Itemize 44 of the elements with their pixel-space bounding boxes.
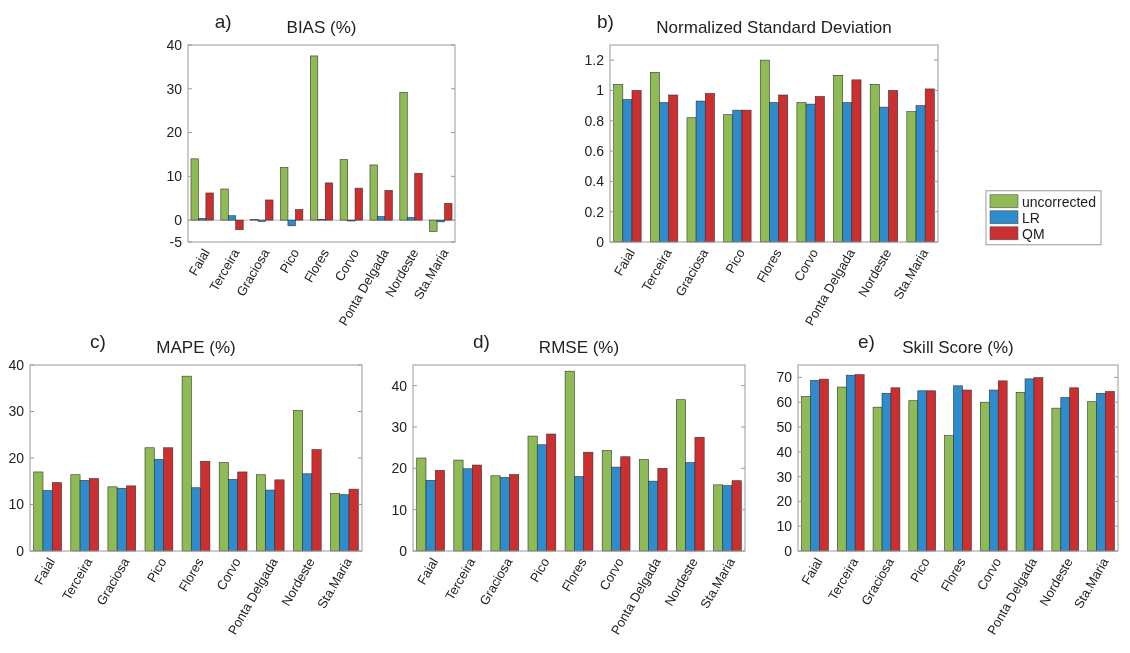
y-tick-label: 0 [174, 212, 183, 229]
y-tick-label: 20 [776, 493, 793, 510]
y-tick-label: 30 [166, 80, 183, 97]
y-tick-label: 0 [784, 542, 793, 559]
y-tick-label: 0.6 [584, 142, 605, 159]
y-tick-label: 50 [776, 418, 793, 435]
y-tick-label: -5 [169, 233, 183, 250]
y-tick-label: 30 [8, 403, 25, 420]
y-tick-label: 70 [776, 369, 793, 386]
y-tick-label: 60 [776, 394, 793, 411]
y-tick-label: 1 [596, 82, 605, 99]
chart-title: RMSE (%) [538, 338, 620, 357]
chart-title: MAPE (%) [156, 338, 236, 357]
y-tick-label: 10 [776, 518, 793, 535]
y-tick-label: 40 [776, 443, 793, 460]
text: d) [473, 331, 490, 352]
text: e) [858, 331, 875, 352]
y-tick-label: 40 [8, 356, 25, 373]
text: c) [90, 331, 106, 352]
chart-title: BIAS (%) [286, 18, 357, 37]
y-tick-label: 20 [166, 124, 183, 141]
y-tick-label: 0 [596, 233, 605, 250]
y-tick-label: 20 [8, 449, 25, 466]
y-tick-label: 10 [166, 168, 183, 185]
legend-label: uncorrected [1022, 193, 1096, 210]
y-tick-label: 10 [8, 496, 25, 513]
y-tick-label: 0 [16, 542, 25, 559]
chart-title: Normalized Standard Deviation [656, 18, 892, 37]
chart-title: Skill Score (%) [902, 338, 1014, 357]
legend-label: LR [1022, 209, 1040, 226]
y-tick-label: 20 [391, 460, 408, 477]
y-tick-label: 0.8 [584, 112, 605, 129]
legend-label: QM [1022, 225, 1045, 242]
y-tick-label: 30 [776, 468, 793, 485]
y-tick-label: 0.4 [584, 173, 605, 190]
text: a) [214, 11, 232, 32]
y-tick-label: 0 [399, 542, 408, 559]
y-tick-label: 40 [166, 36, 183, 53]
y-tick-label: 1.2 [584, 52, 605, 69]
y-tick-label: 40 [391, 377, 408, 394]
y-tick-label: 30 [391, 418, 408, 435]
text: b) [596, 11, 614, 32]
y-tick-label: 0.2 [584, 203, 605, 220]
y-tick-label: 10 [391, 501, 408, 518]
